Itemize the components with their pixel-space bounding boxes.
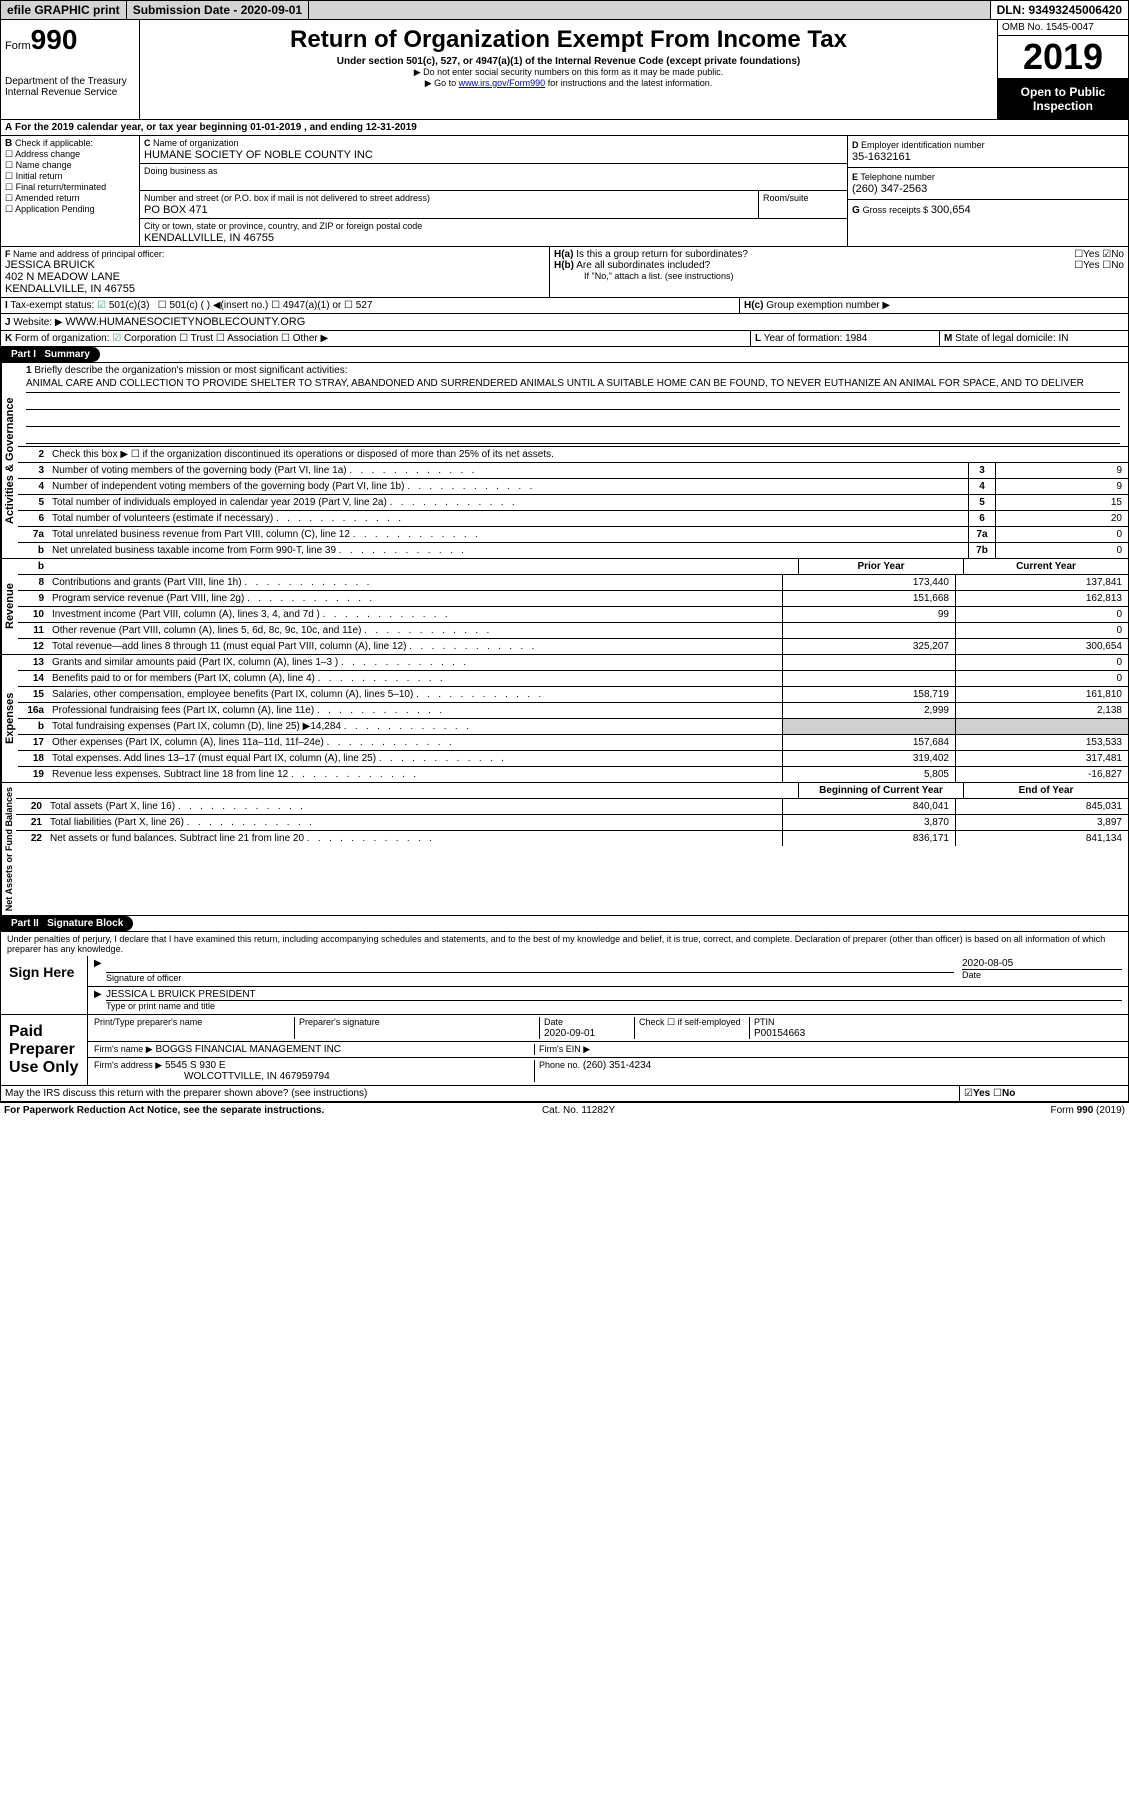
tax-year: 2019 <box>998 36 1128 79</box>
dept: Department of the Treasury Internal Reve… <box>5 76 135 98</box>
row-18: 18Total expenses. Add lines 13–17 (must … <box>18 750 1128 766</box>
note2: ▶ Go to www.irs.gov/Form990 for instruct… <box>144 78 993 89</box>
irs-link[interactable]: www.irs.gov/Form990 <box>459 78 546 88</box>
chk-name-change[interactable]: Name change <box>5 160 135 171</box>
website[interactable]: WWW.HUMANESOCIETYNOBLECOUNTY.ORG <box>65 316 305 328</box>
row-b: bTotal fundraising expenses (Part IX, co… <box>18 718 1128 734</box>
row-20: 20Total assets (Part X, line 16)840,0418… <box>16 798 1128 814</box>
form-header: Form990 Department of the Treasury Inter… <box>0 20 1129 120</box>
side-netassets: Net Assets or Fund Balances <box>1 783 16 915</box>
line-a: A For the 2019 calendar year, or tax yea… <box>0 120 1129 136</box>
501c3-check: 501(c)(3) <box>97 300 149 311</box>
org-addr: PO BOX 471 <box>144 204 208 216</box>
row-9: 9Program service revenue (Part VIII, lin… <box>18 590 1128 606</box>
row-4: 4Number of independent voting members of… <box>18 478 1128 494</box>
officer-name: JESSICA BRUICK <box>5 259 545 271</box>
entity-block: B Check if applicable: Address changeNam… <box>0 136 1129 247</box>
toolbar-spacer <box>309 1 990 19</box>
revenue-section: Revenue bPrior YearCurrent Year 8Contrib… <box>0 559 1129 655</box>
efile-btn[interactable]: efile GRAPHIC print <box>1 1 127 19</box>
discuss-row: May the IRS discuss this return with the… <box>0 1086 1129 1102</box>
row-17: 17Other expenses (Part IX, column (A), l… <box>18 734 1128 750</box>
line-k: K Form of organization: Corporation Trus… <box>0 331 1129 347</box>
side-activities: Activities & Governance <box>1 363 18 558</box>
row-7b: bNet unrelated business taxable income f… <box>18 542 1128 558</box>
row-8: 8Contributions and grants (Part VIII, li… <box>18 574 1128 590</box>
footer: For Paperwork Reduction Act Notice, see … <box>0 1102 1129 1118</box>
row-7a: 7aTotal unrelated business revenue from … <box>18 526 1128 542</box>
activities-governance: Activities & Governance 1 Briefly descri… <box>0 363 1129 559</box>
row-11: 11Other revenue (Part VIII, column (A), … <box>18 622 1128 638</box>
row-21: 21Total liabilities (Part X, line 26)3,8… <box>16 814 1128 830</box>
row-19: 19Revenue less expenses. Subtract line 1… <box>18 766 1128 782</box>
form-number: Form990 <box>5 24 135 56</box>
row-13: 13Grants and similar amounts paid (Part … <box>18 655 1128 670</box>
open-to-public: Open to Public Inspection <box>998 79 1128 119</box>
firm-name: BOGGS FINANCIAL MANAGEMENT INC <box>155 1044 341 1055</box>
expenses-section: Expenses 13Grants and similar amounts pa… <box>0 655 1129 783</box>
row-12: 12Total revenue—add lines 8 through 11 (… <box>18 638 1128 654</box>
chk-address-change[interactable]: Address change <box>5 149 135 160</box>
row-14: 14Benefits paid to or for members (Part … <box>18 670 1128 686</box>
dln: DLN: 93493245006420 <box>991 1 1128 19</box>
row-3: 3Number of voting members of the governi… <box>18 462 1128 478</box>
row-15: 15Salaries, other compensation, employee… <box>18 686 1128 702</box>
officer-block: F Name and address of principal officer:… <box>0 247 1129 298</box>
row-6: 6Total number of volunteers (estimate if… <box>18 510 1128 526</box>
sign-here-block: Sign Here ▶Signature of officer2020-08-0… <box>0 956 1129 1015</box>
omb: OMB No. 1545-0047 <box>998 20 1128 36</box>
line-j: J Website: ▶ WWW.HUMANESOCIETYNOBLECOUNT… <box>0 314 1129 331</box>
row-5: 5Total number of individuals employed in… <box>18 494 1128 510</box>
chk-amended-return[interactable]: Amended return <box>5 193 135 204</box>
chk-application-pending[interactable]: Application Pending <box>5 204 135 215</box>
form-subtitle: Under section 501(c), 527, or 4947(a)(1)… <box>144 56 993 67</box>
part1-header: Part I Summary <box>0 347 1129 363</box>
row-16a: 16aProfessional fundraising fees (Part I… <box>18 702 1128 718</box>
note1: ▶ Do not enter social security numbers o… <box>144 67 993 78</box>
top-toolbar: efile GRAPHIC print Submission Date - 20… <box>0 0 1129 20</box>
row-22: 22Net assets or fund balances. Subtract … <box>16 830 1128 846</box>
org-city: KENDALLVILLE, IN 46755 <box>144 232 274 244</box>
ptin: P00154663 <box>754 1028 805 1039</box>
form-title: Return of Organization Exempt From Incom… <box>144 26 993 54</box>
side-revenue: Revenue <box>1 559 18 654</box>
row-10: 10Investment income (Part VIII, column (… <box>18 606 1128 622</box>
side-expenses: Expenses <box>1 655 18 782</box>
gross-receipts: 300,654 <box>931 204 971 216</box>
netassets-section: Net Assets or Fund Balances Beginning of… <box>0 783 1129 916</box>
declaration: Under penalties of perjury, I declare th… <box>0 932 1129 956</box>
signer-name: JESSICA L BRUICK PRESIDENT <box>106 989 1122 1001</box>
org-name: HUMANE SOCIETY OF NOBLE COUNTY INC <box>144 149 373 161</box>
mission-text: ANIMAL CARE AND COLLECTION TO PROVIDE SH… <box>26 376 1120 393</box>
chk-final-return-terminated[interactable]: Final return/terminated <box>5 182 135 193</box>
part2-header: Part II Signature Block <box>0 916 1129 932</box>
line-i: I Tax-exempt status: 501(c)(3) 501(c) ( … <box>0 298 1129 314</box>
preparer-phone: (260) 351-4234 <box>583 1060 651 1071</box>
submission-date: Submission Date - 2020-09-01 <box>127 1 309 19</box>
phone: (260) 347-2563 <box>852 183 927 195</box>
paid-preparer-block: Paid Preparer Use Only Print/Type prepar… <box>0 1015 1129 1086</box>
chk-initial-return[interactable]: Initial return <box>5 171 135 182</box>
ein: 35-1632161 <box>852 151 911 163</box>
